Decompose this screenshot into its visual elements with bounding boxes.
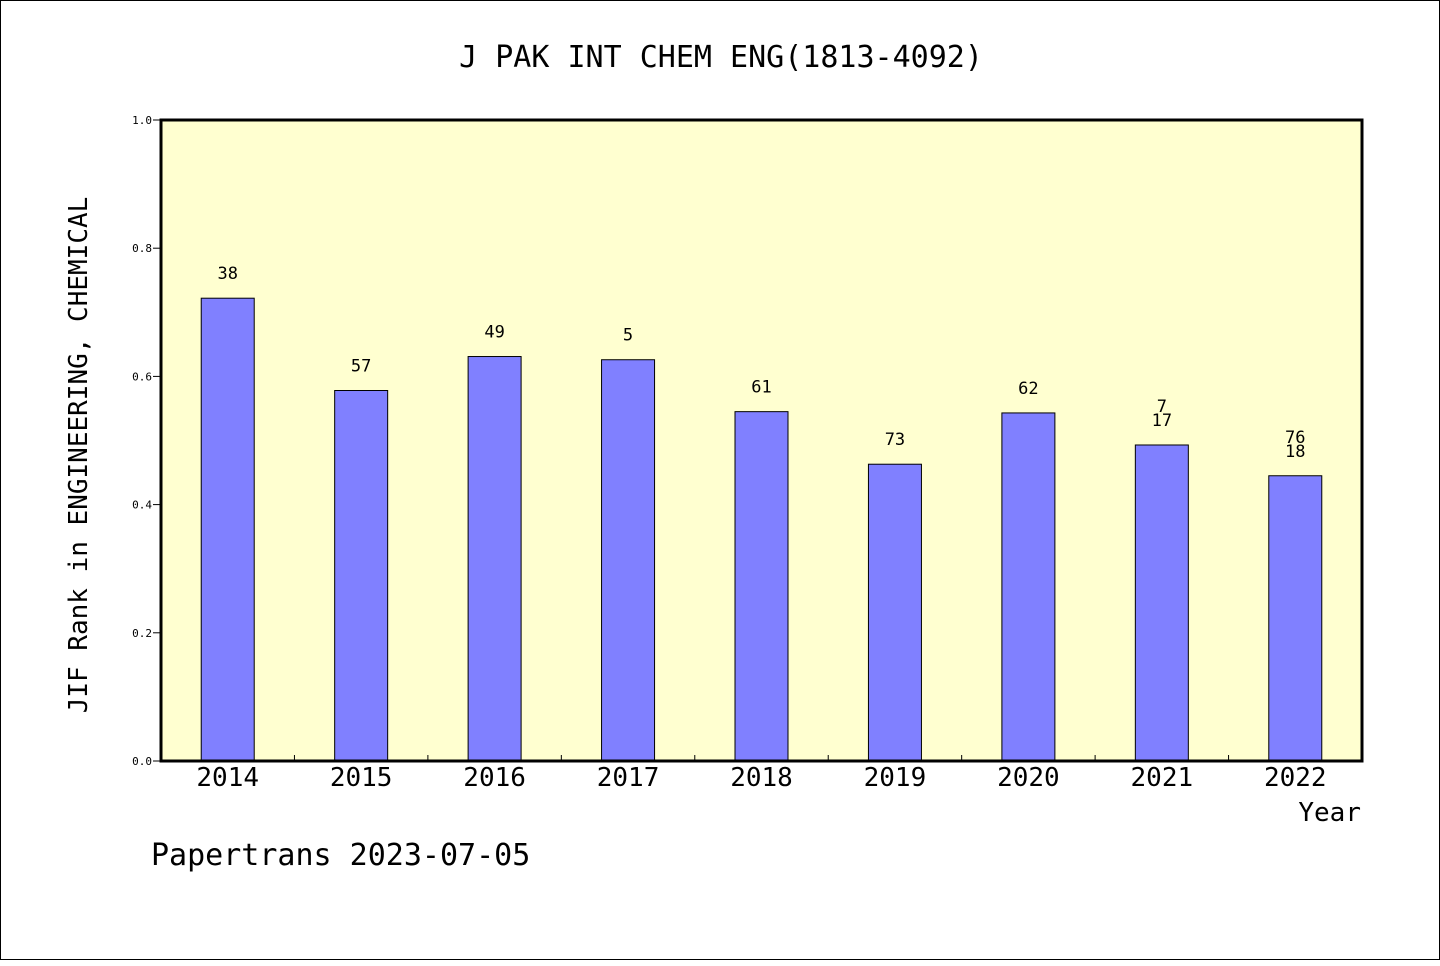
bar-2018 <box>734 411 789 762</box>
x-tick-label: 2020 <box>997 763 1060 793</box>
bar-label: 73 <box>885 430 905 450</box>
footer-text: Papertrans 2023-07-05 <box>151 838 530 873</box>
x-tick-label: 2016 <box>463 763 526 793</box>
bar-2017 <box>601 359 656 762</box>
bar-2022 <box>1268 475 1323 762</box>
x-tick-label: 2022 <box>1264 763 1327 793</box>
bar-2016 <box>467 356 522 762</box>
bar-2015 <box>334 390 389 762</box>
y-tick-label: 0.2 <box>132 627 152 640</box>
bar-label: 76 <box>1285 428 1305 448</box>
bar-label: 17 <box>1152 411 1172 431</box>
x-tick-label: 2015 <box>330 763 393 793</box>
y-axis-label: JIF Rank in ENGINEERING, CHEMICAL <box>64 197 94 714</box>
bar-label: 7 <box>1157 397 1167 417</box>
y-tick-label: 0.8 <box>132 242 152 255</box>
bar-2021 <box>1134 444 1189 762</box>
bar-label: 38 <box>217 264 237 284</box>
x-axis-label: Year <box>1298 798 1361 828</box>
bar-label: 5 <box>623 326 633 346</box>
bar-label: 57 <box>351 357 371 377</box>
x-tick-label: 2017 <box>597 763 660 793</box>
y-tick-label: 0.6 <box>132 370 152 383</box>
x-tick-label: 2014 <box>196 763 259 793</box>
y-tick-label: 0.0 <box>132 755 152 768</box>
x-tick-label: 2018 <box>730 763 793 793</box>
bar-2020 <box>1001 412 1056 762</box>
chart-title: J PAK INT CHEM ENG(1813-4092) <box>459 40 983 75</box>
bar-2019 <box>867 463 922 762</box>
y-tick-label: 0.4 <box>132 499 152 512</box>
bar-label: 18 <box>1285 442 1305 462</box>
x-tick-label: 2021 <box>1131 763 1194 793</box>
bar-label: 62 <box>1018 379 1038 399</box>
y-tick-label: 1.0 <box>132 114 152 127</box>
bar-label: 61 <box>751 378 771 398</box>
plot-border <box>159 118 1364 763</box>
bar-label: 49 <box>484 323 504 343</box>
bar-2014 <box>200 297 255 762</box>
x-tick-label: 2019 <box>864 763 927 793</box>
